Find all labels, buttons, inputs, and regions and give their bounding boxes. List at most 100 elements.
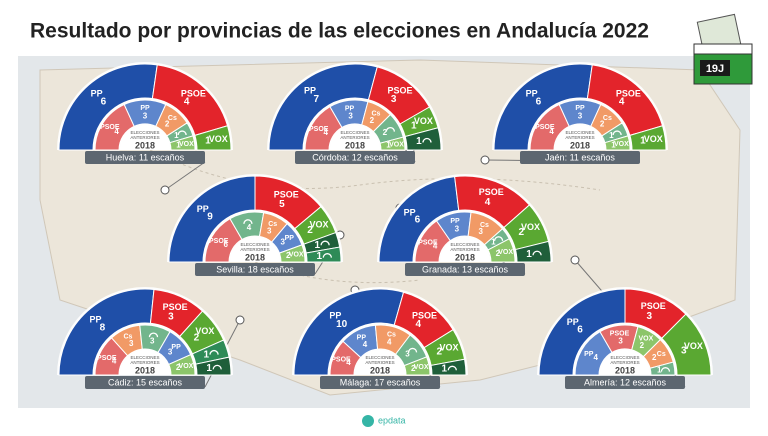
connector [164,161,206,191]
previous-label: ANTERIORES [240,247,269,252]
previous-label: ANTERIORES [130,360,159,365]
seat-count: 1 [176,140,181,149]
province-label: Málaga: 17 escaños [340,377,421,387]
province-label: Cádiz: 15 escaños [108,377,183,387]
party-label: Cs [371,111,380,118]
party-label: PSOE [412,310,437,320]
seat-count: 1 [205,136,211,147]
seat-count: 4 [324,128,329,137]
party-label: PSOE [209,238,229,245]
party-label: VOX [310,219,329,229]
party-label: VOX [179,141,194,148]
province-dot [570,255,580,265]
party-icon [612,130,622,136]
seat-count: 6 [577,325,583,336]
seat-count: 6 [101,97,107,108]
previous-label: ELECCIONES [565,130,594,135]
seat-count: 4 [416,319,422,330]
seat-count: 1 [315,240,321,251]
seat-count: 1 [657,366,662,375]
seat-count: 4 [184,97,190,108]
seat-count: 4 [114,127,119,136]
province-dot [160,185,170,195]
party-icon [422,137,432,143]
party-label: VOX [614,141,629,148]
seat-segment [268,63,378,151]
party-label: VOX [289,252,304,259]
previous-label: ANTERIORES [450,247,479,252]
party-icon [385,126,395,132]
seat-count: 3 [168,312,174,323]
seat-segment [58,63,158,151]
party-label: PP [404,207,416,217]
party-label: PSOE [181,88,206,98]
party-label: PSOE [100,124,120,131]
party-label: PSOE [610,330,630,337]
party-icon [322,253,332,258]
seat-count: 1 [640,136,646,147]
seat-count: 1 [204,350,210,361]
label-box [520,151,640,164]
seat-count: 1 [609,131,614,140]
party-icon [320,240,330,246]
seat-count: 8 [100,322,106,333]
party-label: Cs [268,221,277,228]
seat-count: 4 [549,127,554,136]
party-label: Cs [168,115,177,122]
party-label: PP [304,86,316,96]
seat-count: 4 [433,241,438,250]
seat-count: 1 [611,140,616,149]
seat-segment [293,288,405,376]
seat-count: 4 [485,197,491,208]
party-label: VOX [209,134,228,144]
party-label: VOX [639,336,654,343]
seat-count: 2 [307,225,313,236]
party-label: PSOE [641,301,666,311]
party-label: PSOE [616,88,641,98]
label-box [85,151,205,164]
party-label: PSOE [479,187,504,197]
previous-label: ELECCIONES [450,242,479,247]
label-box [85,376,205,389]
seat-count: 10 [336,319,348,330]
seat-count: 5 [279,199,285,210]
party-label: PSOE [331,357,351,364]
seat-count: 2 [519,227,525,238]
seat-segment [194,125,232,151]
province-dot [235,315,245,325]
seat-count: 1 [411,120,417,131]
previous-year: 2018 [370,365,390,375]
seat-segment [514,240,552,263]
previous-label: ANTERIORES [340,135,369,140]
previous-label: ELECCIONES [130,130,159,135]
previous-year: 2018 [135,140,155,150]
party-label: PP [526,88,538,98]
party-label: PP [171,344,181,351]
party-label: Cs [657,351,666,358]
party-label: Cs [124,334,133,341]
seat-segment [379,136,406,151]
party-label: PP [91,88,103,98]
seat-count: 1 [441,364,447,375]
seat-count: 3 [455,224,460,233]
seat-count: 3 [405,349,410,358]
previous-year: 2018 [245,252,265,262]
party-icon [209,349,219,355]
party-icon [407,347,418,353]
seat-count: 3 [280,238,285,247]
party-icon [148,332,159,338]
seat-count: 2 [286,251,291,260]
seat-count: 3 [150,336,155,345]
party-label: PP [329,310,341,320]
previous-label: ELECCIONES [130,355,159,360]
party-label: VOX [414,116,433,126]
previous-year: 2018 [455,252,475,262]
province-dot [480,155,490,165]
party-icon [212,364,222,370]
seat-count: 3 [478,227,483,236]
